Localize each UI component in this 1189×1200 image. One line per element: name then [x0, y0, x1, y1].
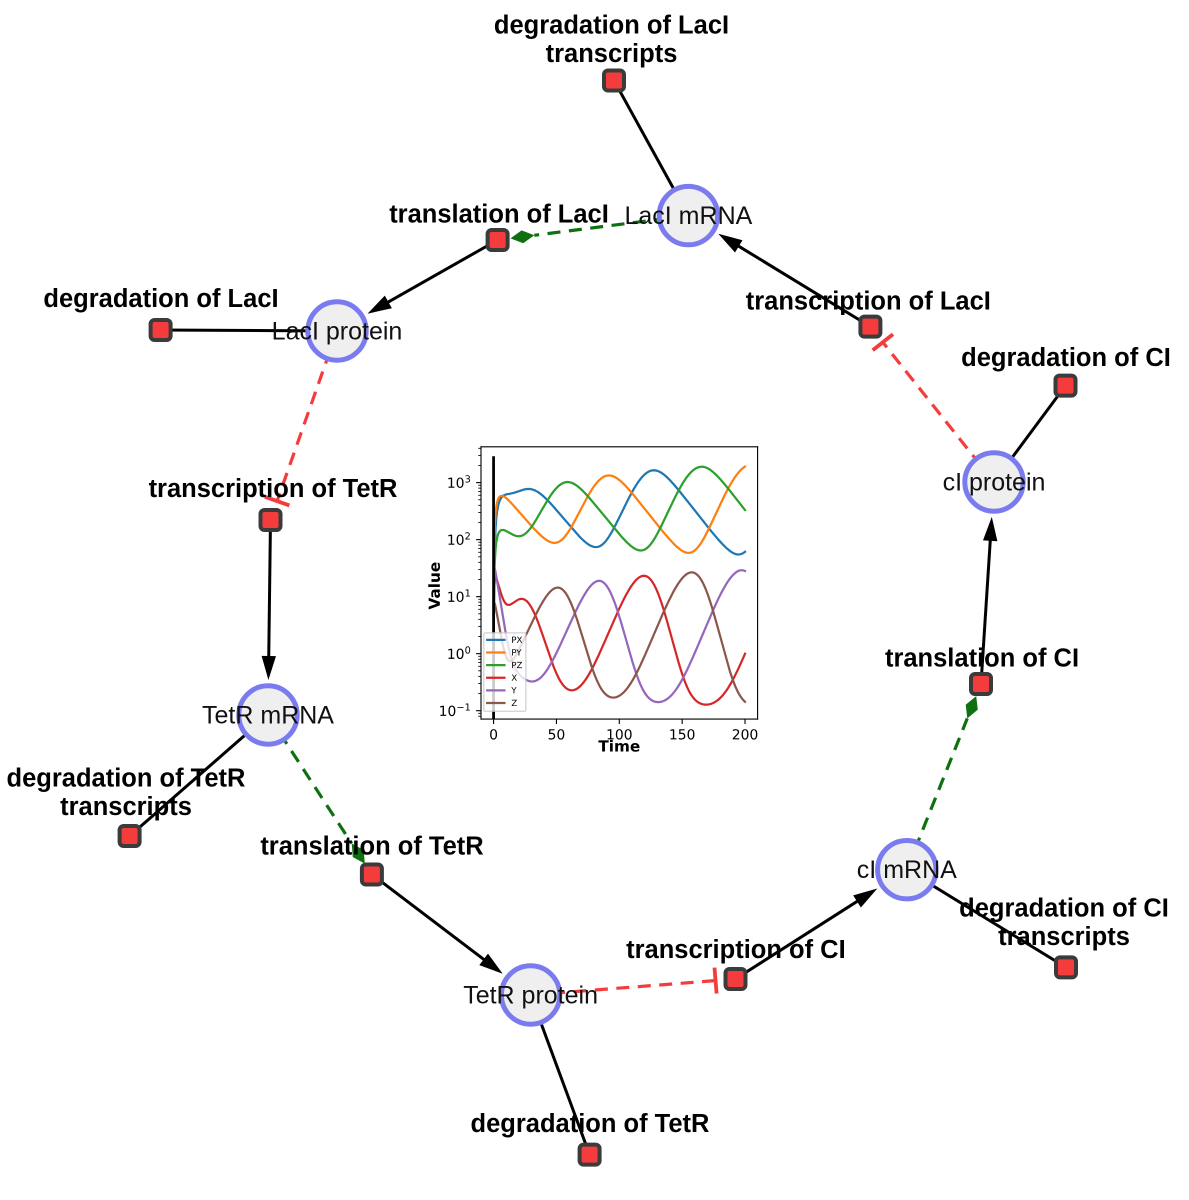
svg-text:degradation of TetR: degradation of TetR — [7, 765, 246, 793]
svg-text:LacI mRNA: LacI mRNA — [624, 202, 752, 230]
svg-text:degradation of LacI: degradation of LacI — [494, 12, 729, 40]
svg-text:LacI protein: LacI protein — [272, 318, 403, 346]
svg-text:cI mRNA: cI mRNA — [857, 856, 957, 884]
svg-text:translation of CI: translation of CI — [885, 645, 1079, 673]
svg-text:translation of TetR: translation of TetR — [260, 833, 483, 861]
svg-text:transcription of TetR: transcription of TetR — [149, 475, 398, 503]
svg-text:transcription of LacI: transcription of LacI — [746, 288, 991, 316]
svg-text:transcripts: transcripts — [998, 923, 1130, 951]
svg-text:TetR mRNA: TetR mRNA — [202, 702, 334, 730]
svg-text:transcripts: transcripts — [60, 793, 192, 821]
svg-text:degradation of LacI: degradation of LacI — [43, 285, 278, 313]
svg-text:transcription of CI: transcription of CI — [626, 936, 846, 964]
svg-text:translation of LacI: translation of LacI — [389, 200, 609, 228]
svg-text:degradation of CI: degradation of CI — [961, 344, 1171, 372]
svg-text:degradation of CI: degradation of CI — [959, 895, 1169, 923]
svg-text:transcripts: transcripts — [546, 40, 678, 68]
svg-text:degradation of TetR: degradation of TetR — [471, 1110, 710, 1138]
svg-text:cI protein: cI protein — [943, 469, 1046, 497]
svg-text:TetR protein: TetR protein — [463, 982, 598, 1010]
